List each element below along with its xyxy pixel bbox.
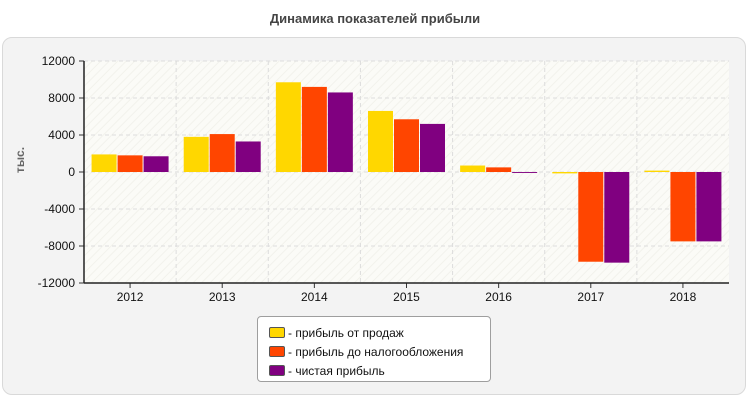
bar-2013-series-1: [183, 136, 209, 172]
bar-2013-series-3: [235, 141, 261, 172]
y-tick-label: -12000: [38, 276, 76, 290]
bar-2013-series-2: [209, 134, 235, 172]
legend-label-sales-profit: - прибыль от продаж: [288, 325, 404, 340]
bar-2017-series-1: [552, 172, 578, 174]
y-tick-label: -4000: [44, 202, 75, 216]
x-tick-label: 2018: [670, 290, 697, 304]
bar-2017-series-3: [604, 172, 630, 263]
legend-item-net-profit: - чистая прибыль: [258, 361, 490, 380]
bar-2015-series-3: [420, 123, 445, 172]
y-axis-title: тыс.: [13, 147, 27, 173]
y-tick-label: 8000: [48, 91, 75, 105]
bar-2015-series-1: [368, 110, 393, 172]
legend-swatch-pretax-profit: [269, 346, 285, 357]
x-tick-label: 2016: [485, 290, 512, 304]
legend-swatch-sales-profit: [269, 327, 285, 338]
bar-2018-series-1: [644, 170, 670, 172]
bar-2014-series-2: [301, 86, 327, 172]
chart-legend: - прибыль от продаж - прибыль до налогоо…: [257, 316, 491, 382]
bar-2014-series-1: [275, 82, 301, 172]
legend-swatch-net-profit: [269, 365, 285, 376]
y-tick-label: 4000: [48, 128, 75, 142]
x-tick-label: 2015: [393, 290, 420, 304]
legend-item-pretax-profit: - прибыль до налогообложения: [258, 342, 490, 361]
x-tick-label: 2017: [577, 290, 604, 304]
y-tick-label: 12000: [42, 54, 76, 68]
y-tick-label: -8000: [44, 239, 75, 253]
legend-label-pretax-profit: - прибыль до налогообложения: [288, 344, 464, 359]
bar-2012-series-2: [117, 155, 143, 172]
chart-title: Динамика показателей прибыли: [269, 11, 481, 26]
bar-2016-series-3: [512, 172, 538, 173]
y-tick-label: 0: [68, 165, 75, 179]
bar-2018-series-2: [670, 172, 696, 242]
bar-2018-series-3: [696, 172, 722, 242]
x-tick-label: 2012: [117, 290, 144, 304]
x-tick-label: 2014: [301, 290, 328, 304]
bar-2012-series-1: [91, 154, 117, 172]
bar-2016-series-2: [486, 167, 512, 172]
bar-2012-series-3: [143, 156, 169, 172]
bar-2017-series-2: [578, 172, 604, 262]
legend-item-sales-profit: - прибыль от продаж: [258, 323, 490, 342]
legend-label-net-profit: - чистая прибыль: [288, 363, 385, 378]
bar-2014-series-3: [327, 92, 353, 172]
x-tick-label: 2013: [209, 290, 236, 304]
bar-2015-series-2: [394, 119, 419, 172]
bar-2016-series-1: [460, 165, 486, 172]
